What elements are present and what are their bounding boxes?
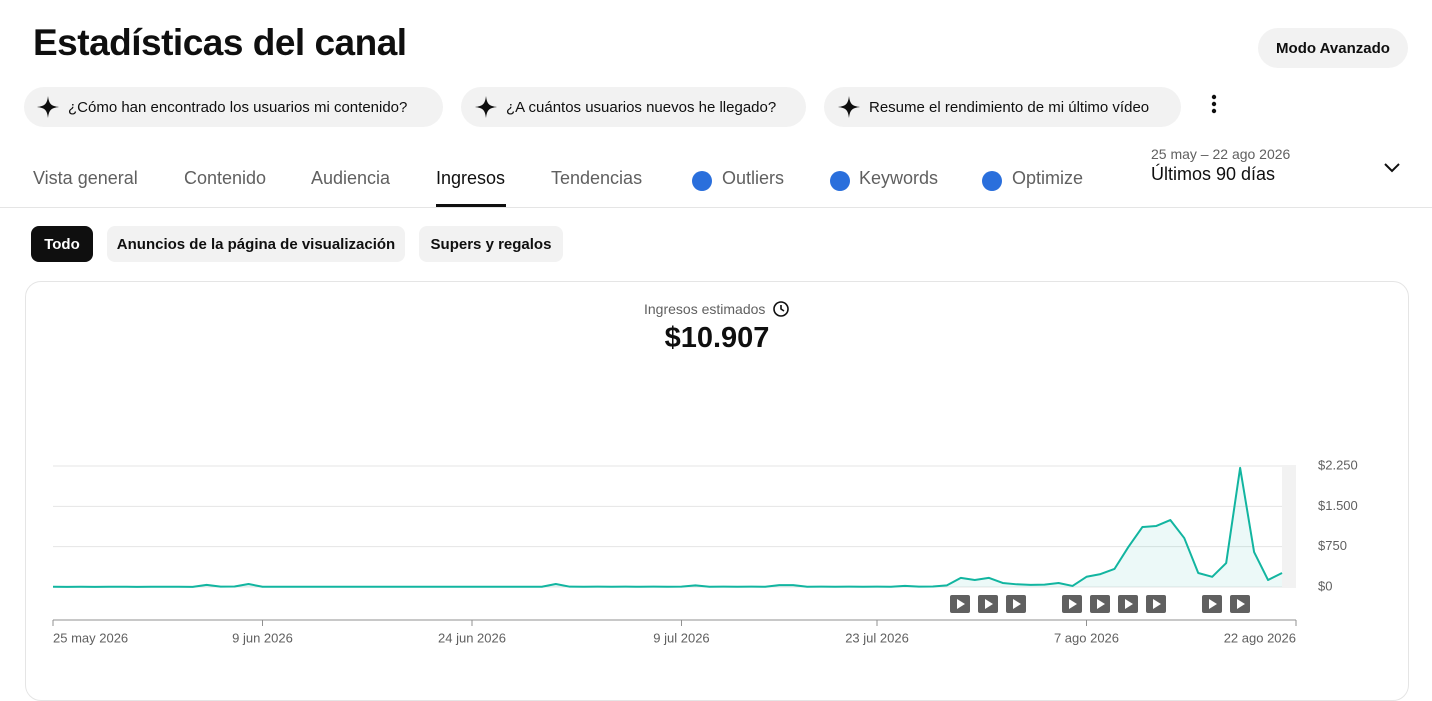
advanced-button[interactable]: Modo Avanzado bbox=[1258, 28, 1408, 68]
suggestion-text: ¿Cómo han encontrado los usuarios mi con… bbox=[68, 98, 408, 116]
filter-chip[interactable]: Anuncios de la página de visualización bbox=[107, 226, 405, 262]
video-marker[interactable] bbox=[1006, 595, 1026, 613]
x-tick-label: 24 jun 2026 bbox=[438, 630, 506, 645]
area bbox=[53, 467, 1283, 587]
y-tick-label: $0 bbox=[1318, 578, 1332, 593]
sparkle-icon bbox=[838, 96, 860, 118]
chart: $0 $750 $1.500 $2.250 25 may 2026 9 jun 2026 2… bbox=[52, 457, 1358, 645]
tab[interactable]: Optimize bbox=[1012, 168, 1084, 188]
x-tick-label: 25 may 2026 bbox=[53, 630, 128, 645]
sparkle-icon bbox=[37, 96, 59, 118]
sparkle-icon bbox=[475, 96, 497, 118]
x-tick-label: 7 ago 2026 bbox=[1054, 630, 1119, 645]
tab[interactable]: Contenido bbox=[184, 168, 267, 188]
suggestion-text: Resume el rendimiento de mi último vídeo bbox=[869, 98, 1150, 116]
video-marker[interactable] bbox=[1090, 595, 1110, 613]
tab[interactable]: Vista general bbox=[33, 168, 138, 188]
date-range: 25 may – 22 ago 2026 bbox=[1151, 146, 1291, 162]
y-tick-label: $750 bbox=[1318, 538, 1347, 553]
page: {"header": {"title": "Estadísticas del c… bbox=[0, 22, 1432, 701]
video-marker[interactable] bbox=[978, 595, 998, 613]
chart-total: $10.907 bbox=[664, 322, 770, 354]
page-title: Estadísticas del canal bbox=[33, 22, 407, 63]
tab-icon bbox=[830, 171, 850, 191]
x-tick-label: 9 jul 2026 bbox=[653, 630, 709, 645]
video-marker[interactable] bbox=[1202, 595, 1222, 613]
filter-chip-active[interactable]: Todo bbox=[31, 226, 93, 262]
video-marker[interactable] bbox=[950, 595, 970, 613]
video-markers bbox=[950, 595, 1250, 613]
x-tick-label: 22 ago 2026 bbox=[1224, 630, 1296, 645]
divider bbox=[0, 207, 1432, 208]
suggestion-chip[interactable]: ¿Cómo han encontrado los usuarios mi con… bbox=[24, 87, 443, 127]
tab-underline bbox=[436, 204, 506, 207]
partial-day-shade bbox=[1282, 466, 1296, 587]
video-marker[interactable] bbox=[1062, 595, 1082, 613]
tab[interactable]: Audiencia bbox=[311, 168, 391, 188]
more-icon[interactable] bbox=[1204, 92, 1224, 116]
filter-chip[interactable]: Supers y regalos bbox=[419, 226, 563, 262]
video-marker[interactable] bbox=[1118, 595, 1138, 613]
x-tick-label: 9 jun 2026 bbox=[232, 630, 293, 645]
y-tick-label: $2.250 bbox=[1318, 457, 1358, 472]
dropdown-chevron[interactable] bbox=[1382, 160, 1402, 176]
video-marker[interactable] bbox=[1230, 595, 1250, 613]
x-tick-label: 23 jul 2026 bbox=[845, 630, 909, 645]
tab[interactable]: Tendencias bbox=[551, 168, 643, 188]
tab[interactable]: Keywords bbox=[859, 168, 939, 188]
suggestion-chip[interactable]: ¿A cuántos usuarios nuevos he llegado? bbox=[461, 87, 806, 127]
tab-icon bbox=[982, 171, 1002, 191]
suggestion-chip[interactable]: Resume el rendimiento de mi último vídeo bbox=[824, 87, 1181, 127]
clock-icon[interactable] bbox=[772, 300, 790, 318]
date-range-label[interactable]: Últimos 90 días bbox=[1151, 164, 1276, 184]
tab-active[interactable]: Ingresos bbox=[436, 168, 506, 188]
chart-title: Ingresos estimados bbox=[644, 301, 766, 317]
tab-icon bbox=[692, 171, 712, 191]
line bbox=[52, 466, 1283, 588]
tab[interactable]: Outliers bbox=[722, 168, 785, 188]
y-tick-label: $1.500 bbox=[1318, 498, 1358, 513]
video-marker[interactable] bbox=[1146, 595, 1166, 613]
suggestion-text: ¿A cuántos usuarios nuevos he llegado? bbox=[506, 98, 777, 116]
